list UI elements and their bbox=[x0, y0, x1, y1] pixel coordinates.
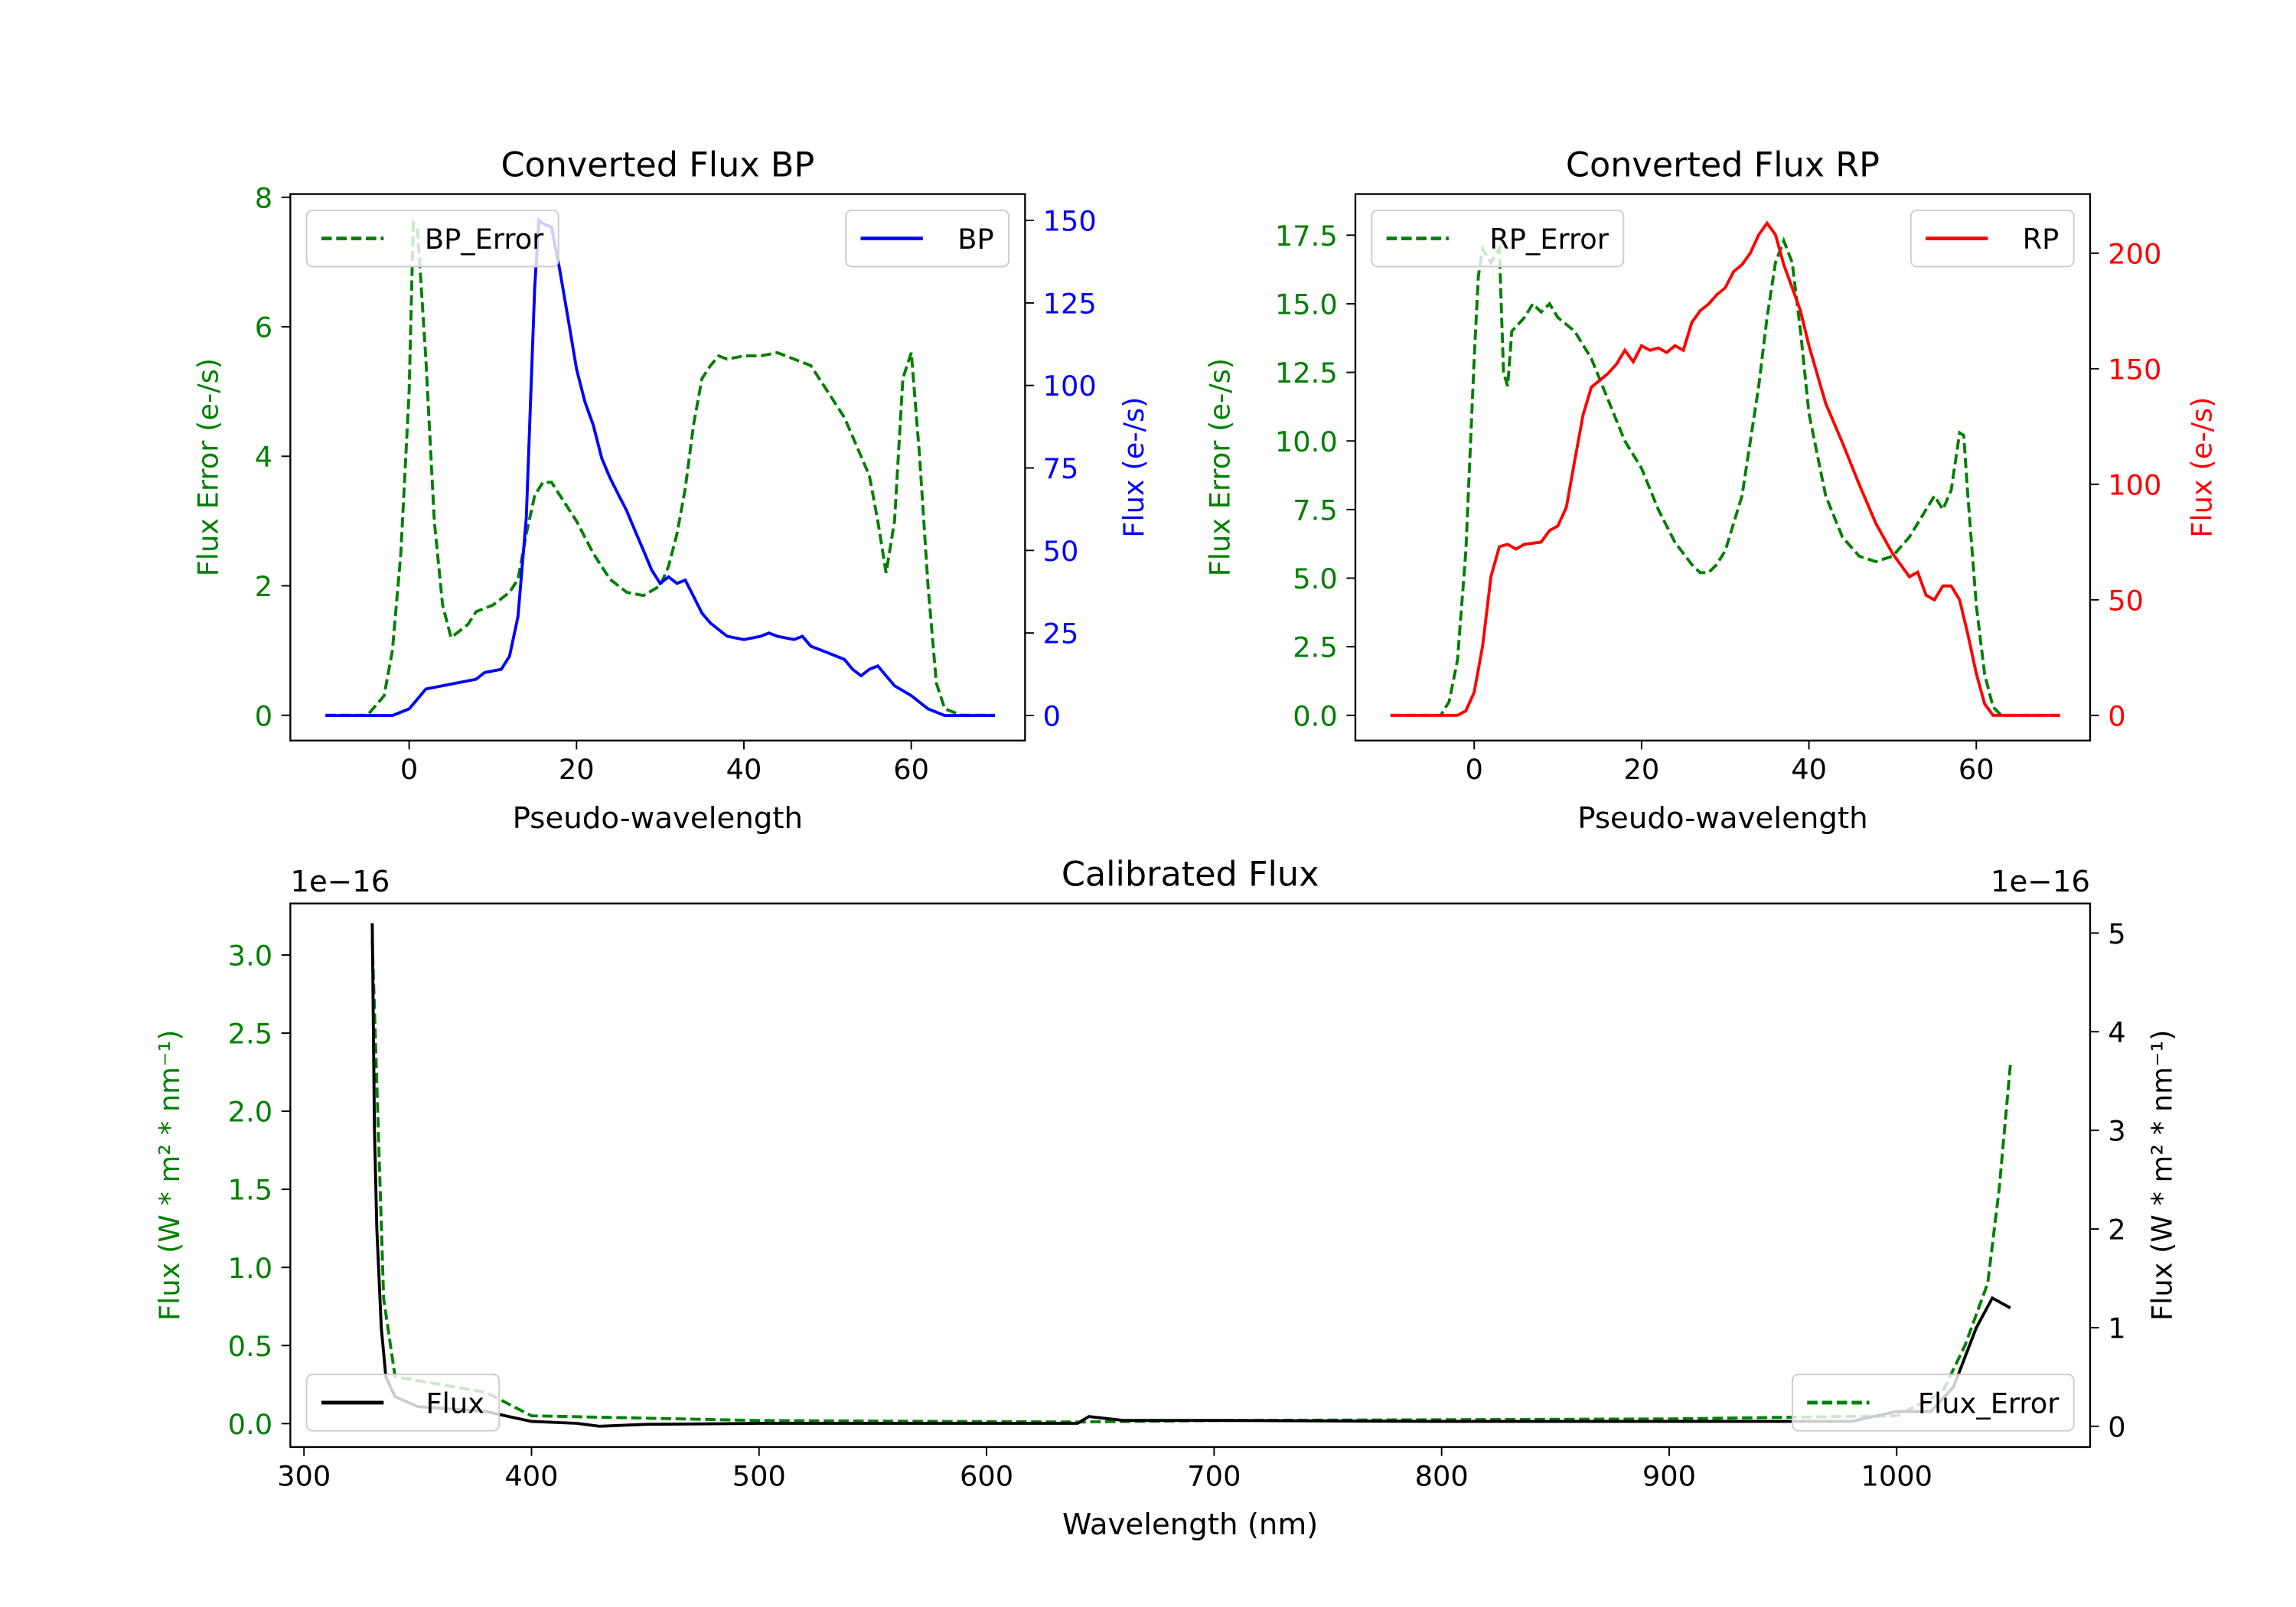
y-tick-label: 2 bbox=[255, 570, 272, 603]
y-offset-label: 1e−16 bbox=[290, 865, 390, 899]
series-flux bbox=[370, 923, 2011, 1428]
y-right-axis-label: Flux (e-/s) bbox=[1117, 397, 1150, 538]
y-right-tick-label: 150 bbox=[2108, 353, 2161, 386]
y-tick-label: 0.0 bbox=[228, 1408, 272, 1441]
legend-box bbox=[1371, 209, 1625, 268]
x-tick-label: 900 bbox=[1642, 1459, 1696, 1492]
legend-flux: Flux bbox=[305, 1374, 501, 1432]
x-tick-label: 60 bbox=[893, 753, 929, 786]
x-tick-label: 700 bbox=[1187, 1459, 1241, 1492]
x-tick-label: 40 bbox=[726, 753, 762, 786]
legend-box bbox=[1791, 1374, 2075, 1432]
y-right-tick-label: 5 bbox=[2108, 918, 2125, 950]
legend-label: RP bbox=[2023, 223, 2060, 256]
legend-box bbox=[305, 1374, 501, 1432]
y-right-tick-label: 25 bbox=[1043, 618, 1079, 650]
x-axis-label: Wavelength (nm) bbox=[1062, 1508, 1318, 1542]
y-right-tick-label: 4 bbox=[2108, 1016, 2125, 1049]
series-bp bbox=[325, 217, 996, 717]
y-right-tick-label: 3 bbox=[2108, 1115, 2125, 1148]
x-axis-label: Pseudo-wavelength bbox=[1577, 801, 1867, 836]
plot-frame bbox=[289, 193, 1026, 742]
y-right-tick-label: 200 bbox=[2108, 237, 2161, 270]
x-tick-label: 0 bbox=[400, 753, 418, 786]
y-right-tick-label: 50 bbox=[2108, 584, 2144, 617]
legend-label: BP bbox=[957, 223, 993, 256]
chart-2: 300 400 500 600 700 800 900 1000 0.0 0.5 1.0 1.5 2.0… bbox=[153, 855, 2178, 1542]
y-right-tick-label: 75 bbox=[1043, 452, 1079, 485]
y-right-tick-label: 150 bbox=[1043, 205, 1097, 238]
y-right-tick-label: 2 bbox=[2108, 1214, 2125, 1247]
y-tick-label: 0 bbox=[255, 699, 272, 732]
legend-box bbox=[305, 209, 559, 268]
y-axis-label: Flux (W * m² * nm⁻¹) bbox=[153, 1030, 186, 1321]
legend-rp: RP bbox=[1910, 209, 2075, 268]
y-axis-label: Flux Error (e-/s) bbox=[192, 358, 225, 577]
plot-frame bbox=[1354, 193, 2092, 742]
chart-0: 0 20 40 60 0 2 4 6 8 0 25 50 75 100 125 150 Converted Fl… bbox=[192, 145, 1151, 836]
y-tick-label: 17.5 bbox=[1275, 220, 1338, 253]
y-right-tick-label: 100 bbox=[2108, 468, 2161, 501]
chart-title: Converted Flux RP bbox=[1566, 145, 1880, 184]
y-tick-label: 5.0 bbox=[1293, 562, 1337, 595]
y-tick-label: 3.0 bbox=[228, 940, 272, 973]
x-tick-label: 60 bbox=[1958, 753, 1994, 786]
y-tick-label: 2.5 bbox=[1293, 631, 1337, 664]
chart-1: 0 20 40 60 0.0 2.5 5.0 7.5 10.0 12.5 15.0 17.5 0 50 10… bbox=[1203, 145, 2218, 836]
y-tick-label: 0.0 bbox=[1293, 699, 1337, 732]
y-right-tick-label: 1 bbox=[2108, 1312, 2125, 1345]
y-tick-label: 15.0 bbox=[1275, 288, 1338, 321]
x-tick-label: 0 bbox=[1466, 753, 1483, 786]
legend-label: BP_Error bbox=[425, 223, 544, 256]
legend-bp-error: BP_Error bbox=[305, 209, 559, 268]
y-right-tick-label: 50 bbox=[1043, 535, 1079, 568]
legend-label: RP_Error bbox=[1489, 223, 1609, 256]
x-tick-label: 1000 bbox=[1861, 1459, 1932, 1492]
y-right-tick-label: 125 bbox=[1043, 287, 1097, 320]
legend-label: Flux_Error bbox=[1918, 1387, 2060, 1420]
series-rp bbox=[1390, 220, 2060, 717]
plot-frame bbox=[289, 902, 2092, 1449]
y-tick-label: 2.5 bbox=[228, 1018, 272, 1051]
chart-title: Calibrated Flux bbox=[1062, 855, 1319, 894]
series-flux-error bbox=[370, 939, 2012, 1424]
legend-bp: BP bbox=[845, 209, 1010, 268]
legend-rp-error: RP_Error bbox=[1371, 209, 1625, 268]
y-right-offset-label: 1e−16 bbox=[1991, 865, 2090, 899]
y-tick-label: 4 bbox=[255, 441, 272, 474]
y-tick-label: 1.0 bbox=[228, 1252, 272, 1285]
x-tick-label: 20 bbox=[559, 753, 595, 786]
x-tick-label: 20 bbox=[1624, 753, 1660, 786]
y-axis-label: Flux Error (e-/s) bbox=[1203, 358, 1236, 577]
x-tick-label: 500 bbox=[732, 1459, 786, 1492]
y-tick-label: 2.0 bbox=[228, 1096, 272, 1129]
y-tick-label: 0.5 bbox=[228, 1330, 272, 1363]
x-tick-label: 400 bbox=[504, 1459, 558, 1492]
legend-box bbox=[845, 209, 1010, 268]
x-tick-label: 800 bbox=[1415, 1459, 1469, 1492]
y-tick-label: 1.5 bbox=[228, 1174, 272, 1207]
y-right-tick-label: 0 bbox=[2108, 699, 2125, 732]
x-tick-label: 300 bbox=[277, 1459, 331, 1492]
y-right-tick-label: 0 bbox=[1043, 700, 1061, 733]
legend-label: Flux bbox=[426, 1387, 484, 1420]
x-tick-label: 600 bbox=[960, 1459, 1013, 1492]
x-axis-label: Pseudo-wavelength bbox=[513, 801, 803, 836]
x-tick-label: 40 bbox=[1791, 753, 1827, 786]
y-right-axis-label: Flux (e-/s) bbox=[2186, 397, 2219, 538]
series-rp-error bbox=[1390, 236, 2060, 717]
series-bp-error bbox=[325, 218, 996, 717]
y-tick-label: 10.0 bbox=[1275, 425, 1338, 458]
y-tick-label: 7.5 bbox=[1293, 494, 1337, 526]
y-right-tick-label: 0 bbox=[2108, 1410, 2125, 1443]
legend-flux-error: Flux_Error bbox=[1791, 1374, 2075, 1432]
y-tick-label: 8 bbox=[255, 181, 272, 214]
chart-title: Converted Flux BP bbox=[501, 145, 814, 184]
y-right-tick-label: 100 bbox=[1043, 370, 1097, 403]
legend-box bbox=[1910, 209, 2075, 268]
y-right-axis-label: Flux (W * m² * nm⁻¹) bbox=[2145, 1030, 2178, 1321]
y-tick-label: 12.5 bbox=[1275, 357, 1338, 390]
y-tick-label: 6 bbox=[255, 311, 272, 344]
